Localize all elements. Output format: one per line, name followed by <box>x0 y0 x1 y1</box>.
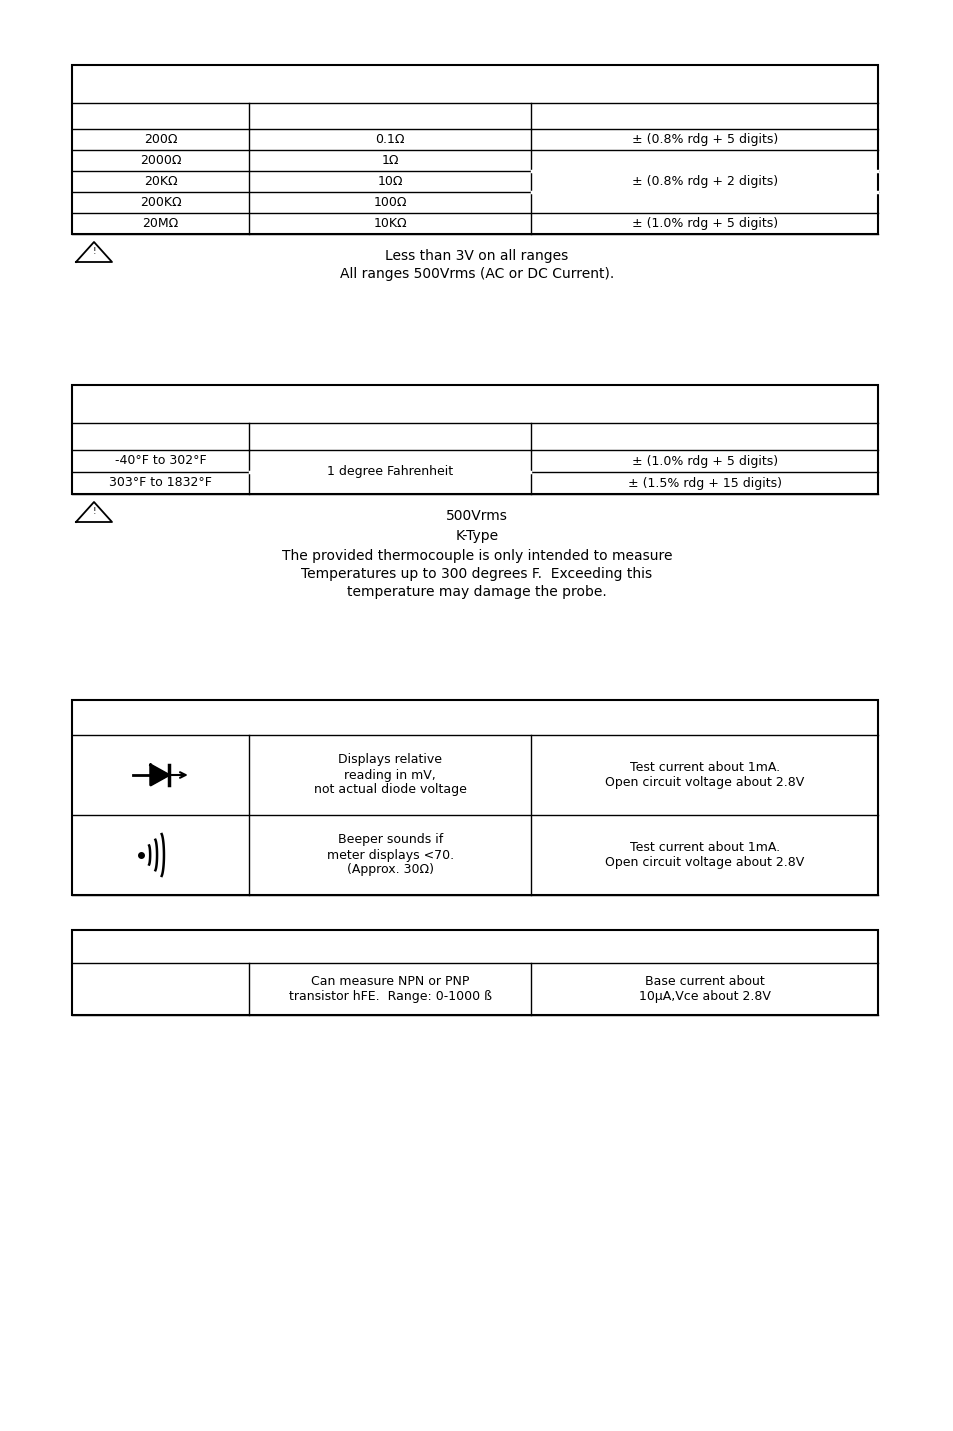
Text: Less than 3V on all ranges: Less than 3V on all ranges <box>385 249 568 263</box>
Text: Displays relative
reading in mV,
not actual diode voltage: Displays relative reading in mV, not act… <box>314 754 466 797</box>
Text: Beeper sounds if
meter displays <70.
(Approx. 30Ω): Beeper sounds if meter displays <70. (Ap… <box>327 833 454 877</box>
Text: temperature may damage the probe.: temperature may damage the probe. <box>347 585 606 600</box>
Text: Test current about 1mA.
Open circuit voltage about 2.8V: Test current about 1mA. Open circuit vol… <box>604 761 803 788</box>
Text: 200KΩ: 200KΩ <box>140 196 181 209</box>
Text: The provided thermocouple is only intended to measure: The provided thermocouple is only intend… <box>281 550 672 562</box>
Text: 200Ω: 200Ω <box>144 133 177 146</box>
Text: ± (1.0% rdg + 5 digits): ± (1.0% rdg + 5 digits) <box>631 218 777 230</box>
Bar <box>71 700 877 894</box>
Bar <box>71 930 877 1015</box>
Text: 0.1Ω: 0.1Ω <box>375 133 405 146</box>
Text: 1Ω: 1Ω <box>381 155 398 167</box>
Text: 100Ω: 100Ω <box>374 196 407 209</box>
Text: Base current about
10μA,Vce about 2.8V: Base current about 10μA,Vce about 2.8V <box>639 975 770 1003</box>
Bar <box>71 64 877 235</box>
Text: 303°F to 1832°F: 303°F to 1832°F <box>109 477 212 489</box>
Text: Temperatures up to 300 degrees F.  Exceeding this: Temperatures up to 300 degrees F. Exceed… <box>301 567 652 581</box>
Text: -40°F to 302°F: -40°F to 302°F <box>114 455 206 468</box>
Text: ± (0.8% rdg + 5 digits): ± (0.8% rdg + 5 digits) <box>631 133 777 146</box>
Text: Test current about 1mA.
Open circuit voltage about 2.8V: Test current about 1mA. Open circuit vol… <box>604 841 803 869</box>
Text: !: ! <box>92 508 95 517</box>
Text: 10KΩ: 10KΩ <box>374 218 407 230</box>
Text: 20MΩ: 20MΩ <box>142 218 178 230</box>
Text: Can measure NPN or PNP
transistor hFE.  Range: 0-1000 ß: Can measure NPN or PNP transistor hFE. R… <box>289 975 492 1003</box>
Bar <box>71 385 877 494</box>
Text: K-Type: K-Type <box>455 529 498 542</box>
Text: ± (1.0% rdg + 5 digits): ± (1.0% rdg + 5 digits) <box>631 455 777 468</box>
Text: 2000Ω: 2000Ω <box>140 155 181 167</box>
Text: 1 degree Fahrenheit: 1 degree Fahrenheit <box>327 465 453 478</box>
Text: 10Ω: 10Ω <box>377 175 403 187</box>
Polygon shape <box>151 766 169 786</box>
Text: !: ! <box>92 248 95 256</box>
Text: All ranges 500Vrms (AC or DC Current).: All ranges 500Vrms (AC or DC Current). <box>339 268 614 280</box>
Text: 20KΩ: 20KΩ <box>144 175 177 187</box>
Text: 500Vrms: 500Vrms <box>446 509 507 522</box>
Text: ± (0.8% rdg + 2 digits): ± (0.8% rdg + 2 digits) <box>631 175 777 187</box>
Text: ± (1.5% rdg + 15 digits): ± (1.5% rdg + 15 digits) <box>627 477 781 489</box>
